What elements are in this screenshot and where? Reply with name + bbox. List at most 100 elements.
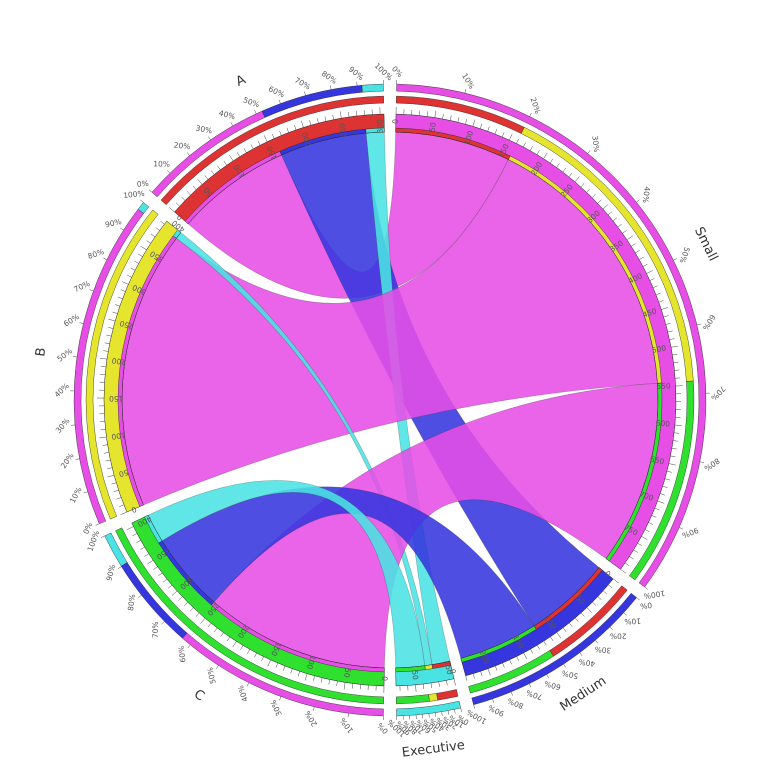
pct-label-a: 30% (195, 124, 213, 136)
pct-label-b: 0% (81, 521, 94, 535)
tick-small (597, 199, 602, 204)
tick-small (487, 126, 490, 132)
tick-small (592, 194, 596, 198)
band2-small-small (396, 83, 707, 588)
pct-label-small: 90% (681, 526, 700, 540)
tick-medium (536, 645, 540, 650)
pct-label-medium: 70% (525, 688, 544, 702)
tick-executive (438, 681, 440, 687)
tick-c (171, 590, 178, 596)
ribbons-layer (121, 131, 659, 669)
tick-b (99, 357, 107, 360)
tick-small (657, 500, 665, 504)
tick-c (147, 560, 154, 565)
tick-small (622, 230, 627, 234)
tick-label-executive: 50 (410, 670, 420, 681)
pct-label-small: 50% (678, 246, 692, 265)
tick-label-b: 50 (118, 468, 130, 479)
tick-b (105, 459, 111, 462)
tick-c (220, 632, 224, 637)
tick-b (120, 289, 126, 292)
tick-small (580, 183, 585, 188)
segment-label-medium: Medium (558, 674, 610, 715)
tick-small (602, 204, 609, 210)
tick-label-a: 250 (337, 122, 348, 138)
pct-label-small: 30% (590, 135, 601, 153)
pct-tick-c (100, 535, 105, 538)
pct-label-small: 60% (701, 313, 717, 332)
band1-executive-a (436, 689, 459, 701)
pct-tick-b (83, 491, 88, 494)
pct-tick-c (187, 644, 191, 649)
pct-label-b: 70% (72, 279, 91, 294)
pct-tick-a (148, 189, 153, 193)
tick-a (223, 160, 227, 166)
tick-small (663, 315, 669, 318)
band1-medium-c (468, 650, 554, 694)
tick-label-medium: 250 (442, 660, 454, 676)
tick-a (301, 120, 304, 128)
tick-small (516, 138, 519, 144)
tick-medium (613, 578, 619, 584)
pct-label-small: 100% (643, 589, 666, 601)
pct-tick-medium (546, 674, 549, 679)
pct-label-c: 50% (205, 667, 217, 685)
segment-label-b: B (33, 347, 49, 358)
tick-label-a: 300 (375, 119, 384, 134)
tick-label-c: 0 (380, 676, 389, 681)
tick-a (236, 152, 240, 157)
pct-label-b: 90% (104, 217, 122, 229)
pct-label-medium: 60% (543, 679, 561, 692)
pct-label-small: 70% (709, 384, 727, 402)
tick-small (668, 463, 676, 466)
pct-tick-executive (460, 707, 462, 712)
pct-label-a: 80% (320, 69, 339, 86)
band2-medium-medium (471, 592, 637, 705)
pct-label-a: 10% (153, 159, 170, 168)
tick-a (175, 202, 180, 207)
pct-label-small: 80% (703, 456, 722, 473)
pct-tick-a (278, 99, 281, 104)
tick-small (556, 163, 560, 168)
tick-b (106, 334, 112, 337)
pct-tick-medium (473, 704, 475, 709)
tick-a (309, 120, 312, 126)
tick-small (480, 123, 483, 129)
tick-small (523, 142, 526, 148)
tick-small (652, 285, 658, 288)
pct-tick-medium (563, 663, 566, 668)
tick-c (153, 566, 158, 570)
tick-b (138, 253, 143, 257)
tick-c (282, 665, 286, 671)
tick-medium (502, 662, 505, 668)
pct-tick-b (79, 322, 84, 324)
band2-b-executive (137, 202, 150, 214)
tick-medium (530, 649, 534, 654)
tick-small (673, 361, 679, 363)
pct-label-medium: 90% (487, 703, 506, 718)
pct-tick-b (72, 356, 77, 358)
tick-a (294, 125, 297, 130)
tick-small (644, 529, 650, 532)
tick-a (279, 130, 282, 136)
tick-small (631, 243, 636, 247)
tick-b (130, 267, 136, 271)
pct-tick-c (216, 665, 219, 669)
tick-a (324, 116, 327, 122)
tick-label-small: 0 (391, 119, 400, 124)
pct-label-c: 70% (151, 621, 160, 638)
tick-medium (523, 652, 528, 660)
tick-c (136, 540, 141, 543)
pct-label-medium: 0% (640, 600, 653, 610)
pct-tick-a (208, 136, 211, 140)
tick-small (617, 223, 622, 228)
pct-label-a: 40% (218, 108, 236, 121)
tick-small (543, 152, 548, 159)
band2-c-executive (104, 532, 128, 567)
tick-label-small: 500 (651, 343, 667, 355)
band2-executive-executive (396, 700, 461, 717)
tick-small (509, 133, 513, 141)
pct-tick-c (313, 706, 315, 711)
pct-tick-small (464, 89, 467, 94)
tick-small (646, 270, 653, 274)
